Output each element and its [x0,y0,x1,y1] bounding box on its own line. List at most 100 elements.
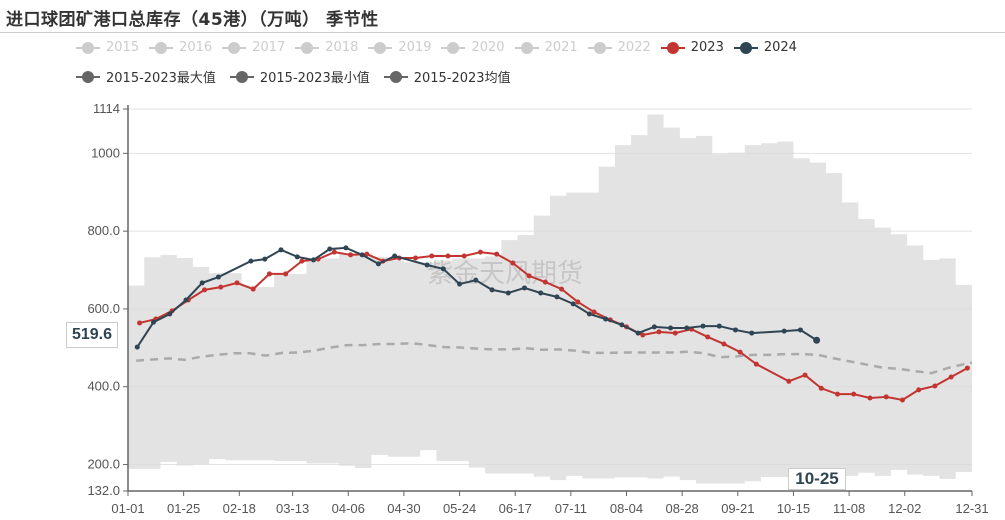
series-2024-point [603,316,609,322]
legend-item-2020[interactable]: 2020 [441,40,505,55]
series-2024-point [732,327,738,333]
x-tick-label: 07-11 [555,501,587,516]
x-tick-label: 11-08 [833,501,865,516]
series-2023-point [786,378,792,384]
series-2023-point [559,286,565,292]
series-2023-point [202,287,208,293]
series-2023-point [364,251,370,257]
series-2023-point [542,279,548,285]
legend-label: 2015-2023最大值 [106,71,216,86]
series-2024-line [136,246,818,348]
series-2024-point [554,294,560,300]
legend-item-2019[interactable]: 2019 [368,40,431,55]
series-2023 [137,249,970,403]
series-2024-point [215,274,221,280]
series-2023-point [672,330,678,336]
series-2024-point [797,327,803,333]
series-2024-point [359,252,365,258]
x-tick-label: 01-01 [111,501,144,516]
series-2024-point [619,322,625,328]
y-tick-label: 1000 [91,145,120,160]
legend-item-2016[interactable]: 2016 [149,40,212,55]
series-2024-point [262,256,268,262]
series-2024-point [278,247,284,253]
mean-line [136,341,973,375]
legend-label: 2021 [544,40,578,55]
series-2023-point [818,385,824,391]
series-2023-point [753,361,759,367]
series-2023-point [721,341,727,347]
series-2024-point [651,324,657,330]
series-2024-point [781,328,787,334]
series-2023-point [234,280,240,286]
legend-item-2015[interactable]: 2015 [76,40,139,55]
legend-marker-icon [222,41,247,55]
legend-label: 2022 [617,40,651,55]
series-2023-point [510,260,516,266]
legend-item-2023[interactable]: 2023 [660,40,724,55]
legend-row-stats: 2015-2023最大值 2015-2023最小值 2015-2023均值 [76,67,525,86]
series-2024-point [424,262,430,268]
legend-item-2022[interactable]: 2022 [587,40,651,55]
series-2024-point [310,257,316,263]
x-tick-label: 12-02 [888,501,921,516]
x-tick-label: 05-24 [443,501,476,516]
x-tick-label: 01-25 [167,501,200,516]
legend-label: 2015 [106,40,140,55]
series-2024-point [375,261,381,267]
y-tick-label: 600.0 [87,301,120,316]
x-tick-label: 04-06 [332,501,365,516]
legend-label: 2015-2023最小值 [259,71,370,86]
x-tick-label: 04-30 [387,501,420,516]
legend-label: 2015-2023均值 [413,71,511,86]
legend-marker-icon [514,41,539,55]
series-2024-point [586,311,592,317]
series-2023-point [883,394,889,400]
series-2023-point [802,372,808,378]
series-2023-point [867,395,873,401]
series-2024-point [570,301,576,307]
legend-marker-icon [383,70,408,84]
legend-item-2021[interactable]: 2021 [514,40,578,55]
series-2024-point [684,325,690,331]
series-2023-point [916,387,922,393]
legend-label: 2024 [763,40,797,55]
series-2023-point [899,397,905,403]
series-2024-point [668,325,674,331]
series-2024 [134,245,821,350]
series-2023-point [266,271,272,277]
series-2023-point [948,374,954,380]
series-2023-point [932,383,938,389]
series-2023-point [218,284,224,290]
y-tick-label: 1114 [93,101,120,116]
legend-item-stat-2[interactable]: 2015-2023均值 [383,67,511,86]
series-2023-point [526,273,532,279]
x-tick-label: 03-13 [276,501,309,516]
legend-item-2018[interactable]: 2018 [295,40,358,55]
legend-label: 2016 [179,40,213,55]
legend-item-2024[interactable]: 2024 [733,40,797,55]
legend-item-stat-1[interactable]: 2015-2023最小值 [229,67,370,86]
series-2023-point [494,251,500,257]
series-2024-point [716,323,722,329]
legend-label: 2019 [398,40,432,55]
series-2024-point [343,245,349,251]
title-divider [0,32,1005,33]
legend-label: 2020 [471,40,505,55]
series-2023-point [461,253,467,259]
series-2023-point [591,309,597,315]
series-2024-point [183,297,189,303]
series-2023-point [964,365,970,371]
series-2023-point [851,391,857,397]
legend-marker-icon [149,41,174,55]
legend-item-2017[interactable]: 2017 [222,40,285,55]
series-2024-point [392,253,398,259]
axis-pointer-x-label: 10-25 [788,468,846,490]
legend-marker-icon [368,41,393,55]
series-2024-point [457,281,463,287]
series-2024-point [151,319,157,325]
legend-item-stat-0[interactable]: 2015-2023最大值 [76,67,216,86]
y-tick-label: 800.0 [87,223,120,238]
series-2024-point [473,277,479,283]
series-2024-point [440,266,446,272]
